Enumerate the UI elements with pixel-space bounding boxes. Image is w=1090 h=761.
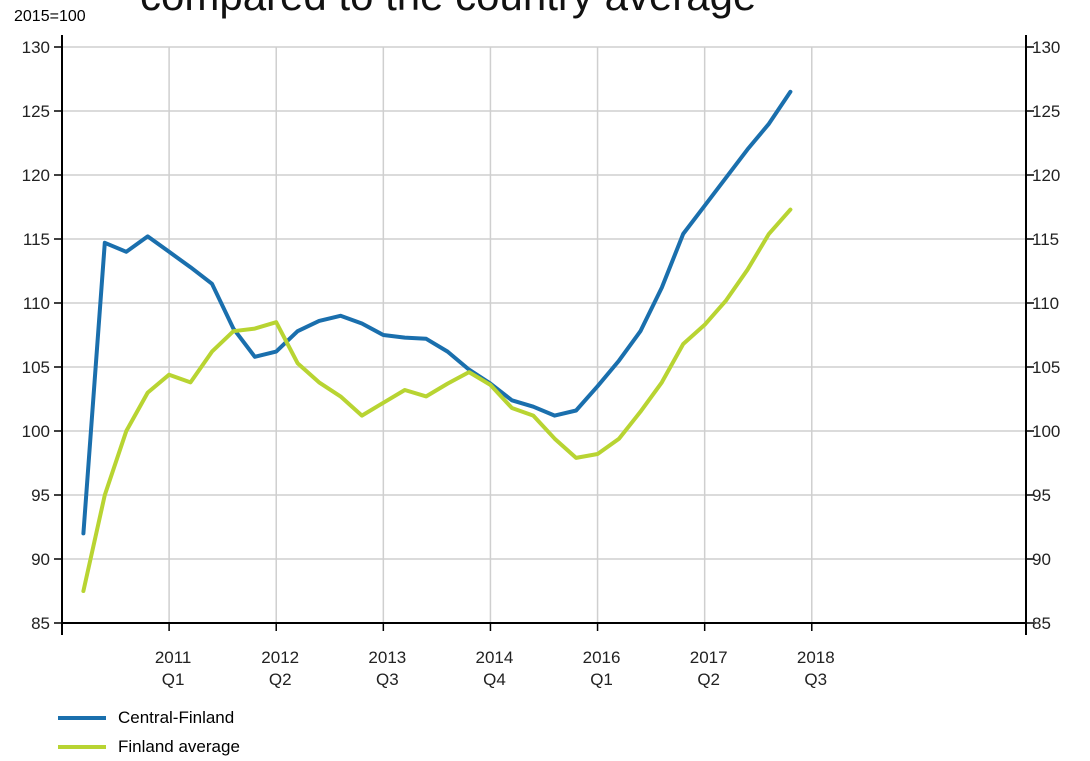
y-tick-label-right: 110 [1032,294,1059,313]
y-tick-label-left: 90 [31,550,50,569]
y-axis-left: 85 90 95 100 105 110 115 120 125 130 [22,38,62,633]
axes [61,35,1027,635]
x-tick-label-year: 2017 [690,648,728,667]
y-tick-label-right: 100 [1032,422,1060,441]
y-tick-label-left: 115 [23,230,50,249]
x-tick-label-year: 2016 [583,648,621,667]
series-line-finland-average [81,207,793,593]
y-tick-label-left: 125 [22,102,50,121]
x-tick-label-quarter: Q1 [162,670,185,689]
legend-label-central-finland: Central-Finland [118,708,235,727]
y-tick-label-left: 130 [22,38,50,57]
series-lines [81,89,793,593]
legend-item-central-finland: Central-Finland [58,708,234,728]
y-axis-right: 85 90 95 100 105 110 115 120 125 130 [1026,38,1060,633]
x-tick-label-quarter: Q1 [590,670,613,689]
x-tick-label-quarter: Q3 [376,670,399,689]
y-tick-label-left: 105 [22,358,50,377]
y-tick-label-left: 120 [22,166,50,185]
y-tick-label-left: 100 [22,422,50,441]
x-axis: 2011 Q1 2012 Q2 2013 Q3 2014 Q4 2016 Q1 2017 Q2 2018… [155,623,835,689]
y-tick-label-left: 85 [31,614,50,633]
x-tick-label-year: 2018 [797,648,835,667]
y-tick-label-right: 120 [1032,166,1060,185]
y-tick-label-right: 115 [1032,230,1059,249]
x-tick-label-quarter: Q2 [697,670,720,689]
x-tick-label-year: 2011 [155,648,192,667]
x-tick-label-year: 2014 [476,648,514,667]
y-tick-label-left: 110 [23,294,50,313]
y-tick-label-right: 130 [1032,38,1060,57]
y-tick-label-right: 85 [1032,614,1051,633]
x-tick-label-quarter: Q2 [269,670,292,689]
series-line-central-finland [81,89,793,536]
line-chart: 85 90 95 100 105 110 115 120 125 130 85 90 95 100 105… [22,35,1060,689]
grid-lines [62,46,1026,623]
base-index-label: 2015=100 [14,8,86,25]
legend-item-finland-average: Finland average [58,737,240,757]
y-tick-label-left: 95 [31,486,50,505]
x-tick-label-year: 2012 [261,648,299,667]
y-tick-label-right: 90 [1032,550,1051,569]
y-tick-label-right: 125 [1032,102,1060,121]
x-tick-label-year: 2013 [368,648,406,667]
legend-swatch-finland-average [58,745,106,749]
x-tick-label-quarter: Q4 [483,670,506,689]
y-tick-label-right: 95 [1032,486,1051,505]
legend-label-finland-average: Finland average [118,737,240,756]
chart-title: compared to the country average [140,0,756,20]
legend-swatch-central-finland [58,716,106,720]
x-tick-label-quarter: Q3 [804,670,827,689]
y-tick-label-right: 105 [1032,358,1060,377]
